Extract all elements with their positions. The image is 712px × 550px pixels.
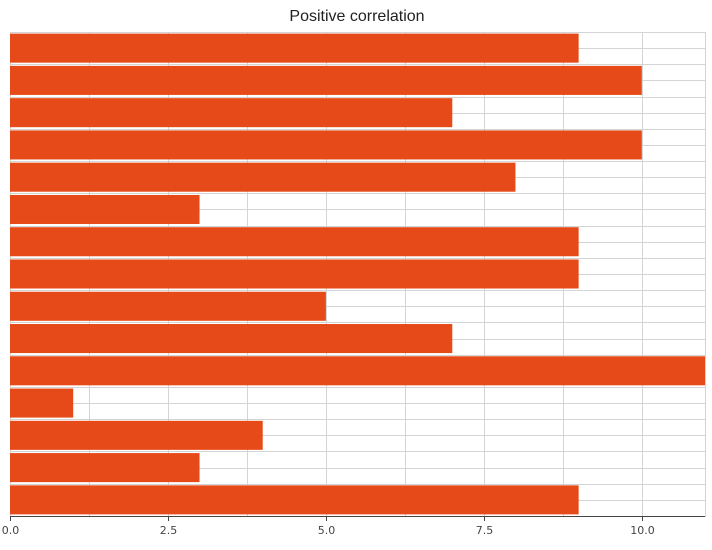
x-tick-label: 5.0 [318, 524, 336, 537]
bar [10, 130, 642, 160]
bar [10, 420, 263, 450]
x-tick-label: 10.0 [630, 524, 655, 537]
bar [10, 65, 642, 95]
bar [10, 291, 326, 321]
x-tick-label: 0.0 [2, 524, 20, 537]
bar [10, 356, 705, 386]
bar [10, 388, 74, 418]
x-axis: 0.0 2.5 5.0 7.5 10.0 [2, 516, 705, 537]
bar [10, 485, 579, 515]
bar [10, 324, 453, 354]
bar [10, 194, 200, 224]
bar [10, 453, 200, 483]
bar [10, 33, 579, 63]
bar [10, 162, 516, 192]
x-tick-label: 2.5 [160, 524, 178, 537]
bar [10, 227, 579, 257]
x-tick-label: 7.5 [476, 524, 494, 537]
bar [10, 98, 453, 128]
chart-title: Positive correlation [289, 8, 424, 25]
bar [10, 259, 579, 289]
bars [10, 33, 705, 515]
